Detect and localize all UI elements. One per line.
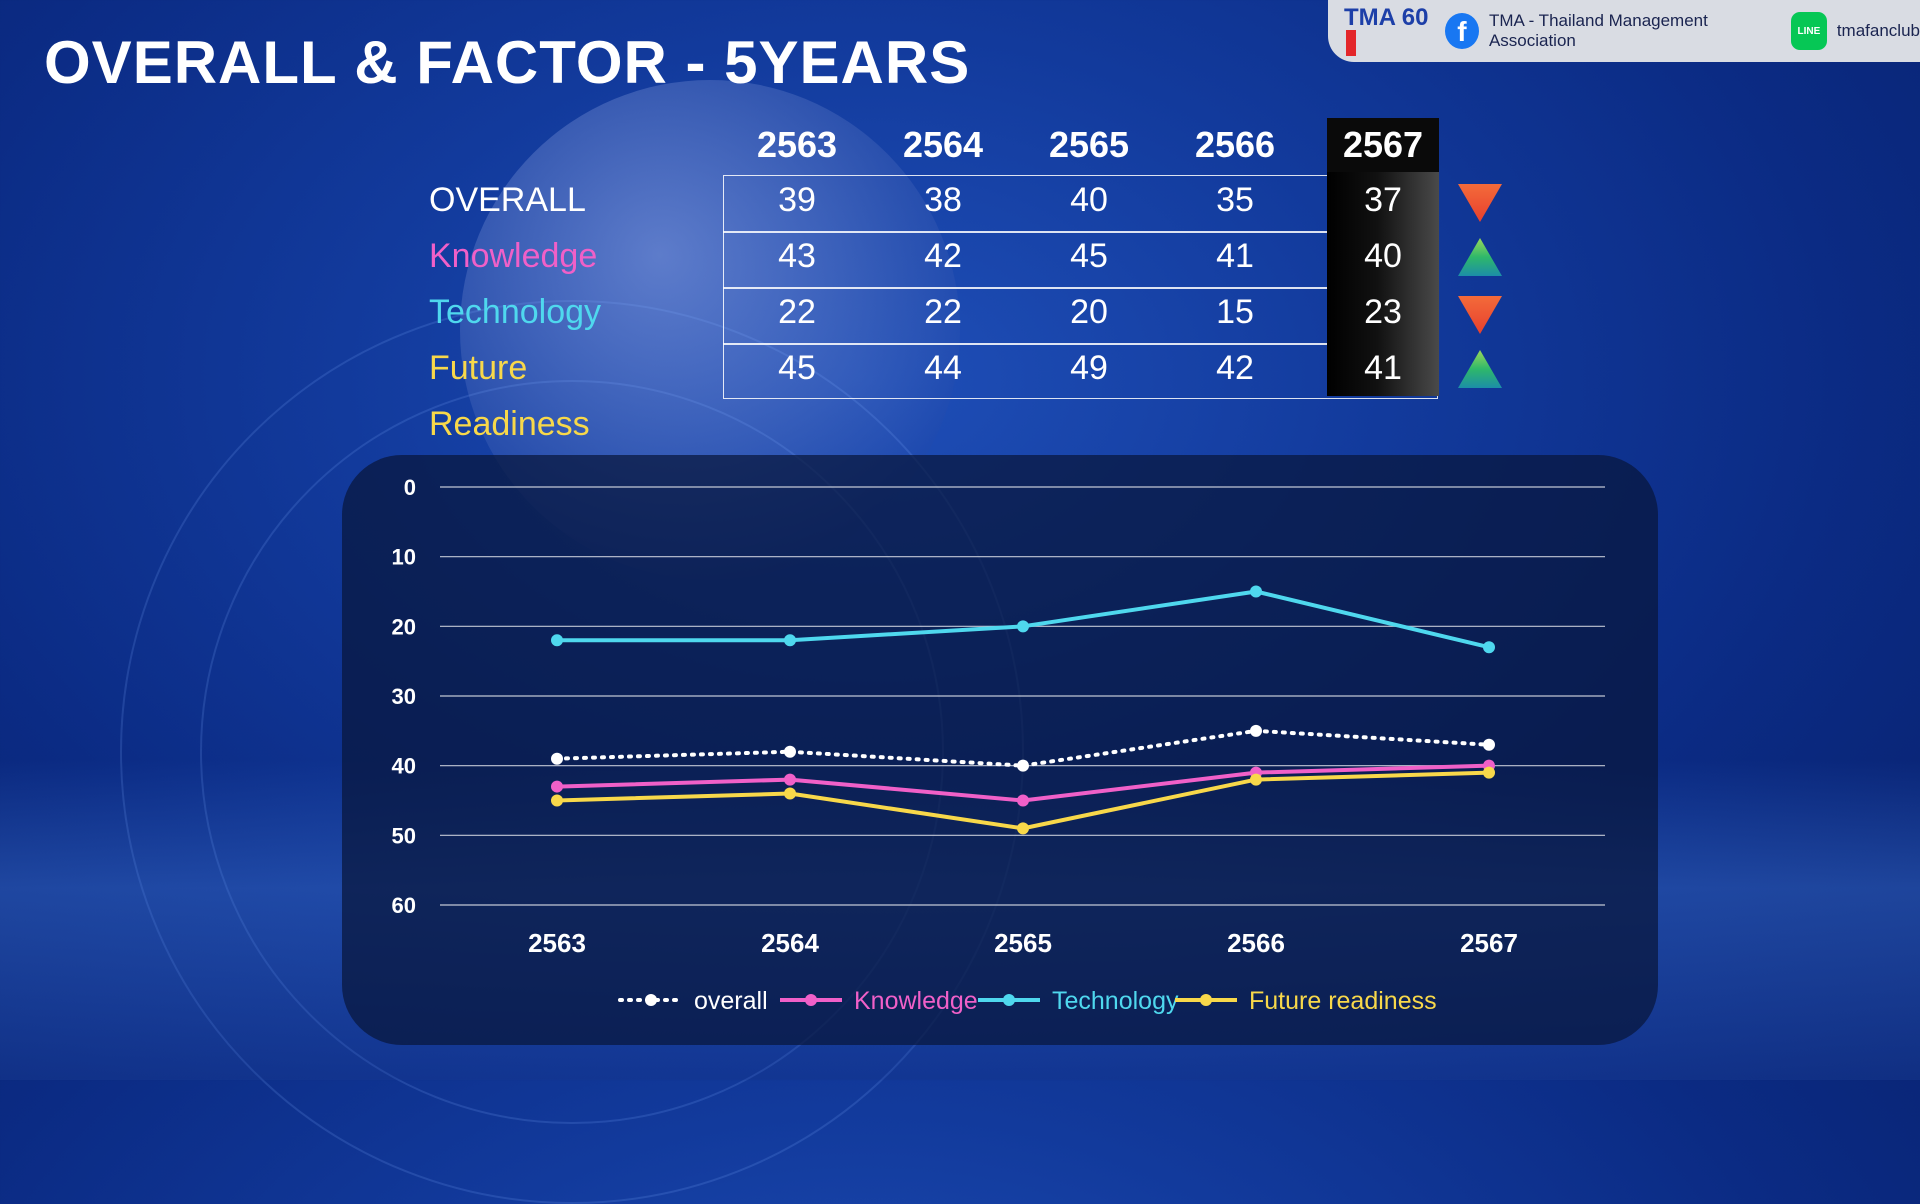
table-cell: 41	[1216, 237, 1254, 275]
year-header: 2564	[902, 124, 984, 165]
page-title: OVERALL & FACTOR - 5YEARS	[44, 29, 971, 96]
facebook-label[interactable]: TMA - Thailand Management Association	[1488, 11, 1708, 50]
table-cell: 22	[924, 293, 962, 331]
row-label-knowledge: Knowledge	[429, 237, 598, 275]
table-cell: 22	[778, 293, 816, 331]
table-cell: 39	[778, 181, 816, 219]
row-label-technology: Technology	[429, 293, 602, 331]
table-divider	[723, 343, 1438, 345]
table-cell-current: 37	[1327, 172, 1439, 228]
year-header: 2563	[756, 124, 838, 165]
line-icon[interactable]: LINE	[1790, 12, 1827, 50]
table-cell: 45	[778, 349, 816, 387]
table-divider	[723, 287, 1438, 289]
table-cell: 43	[778, 237, 816, 275]
year-header-current: 2567	[1327, 118, 1439, 172]
table-cell-current: 23	[1327, 284, 1439, 340]
table-cell-current: 40	[1327, 228, 1439, 284]
table-cell: 49	[1070, 349, 1108, 387]
year-header: 2566	[1194, 124, 1276, 165]
chart-panel	[342, 455, 1658, 1045]
year-header: 2565	[1048, 124, 1130, 165]
table-cell: 15	[1216, 293, 1254, 331]
table-cell-current: 41	[1327, 340, 1439, 396]
brand-bar: TMA 60 f TMA - Thailand Management Assoc…	[1328, 0, 1920, 62]
trend-down-icon	[1458, 184, 1502, 222]
trend-up-icon	[1458, 350, 1502, 388]
table-cell: 42	[1216, 349, 1254, 387]
table-divider	[723, 231, 1438, 233]
table-cell: 20	[1070, 293, 1108, 331]
trend-down-icon	[1458, 296, 1502, 334]
table-cell: 38	[924, 181, 962, 219]
line-label[interactable]: tmafanclub	[1836, 21, 1920, 40]
table-cell: 42	[924, 237, 962, 275]
table-cell: 44	[924, 349, 962, 387]
trend-up-icon	[1458, 238, 1502, 276]
row-label-future-readiness: Future Readiness	[429, 349, 590, 443]
row-label-overall: OVERALL	[429, 181, 586, 219]
tma-logo: TMA 60	[1344, 6, 1435, 56]
table-cell: 40	[1070, 181, 1108, 219]
table-cell: 45	[1070, 237, 1108, 275]
table-cell: 35	[1216, 181, 1254, 219]
facebook-icon[interactable]: f	[1444, 13, 1479, 49]
